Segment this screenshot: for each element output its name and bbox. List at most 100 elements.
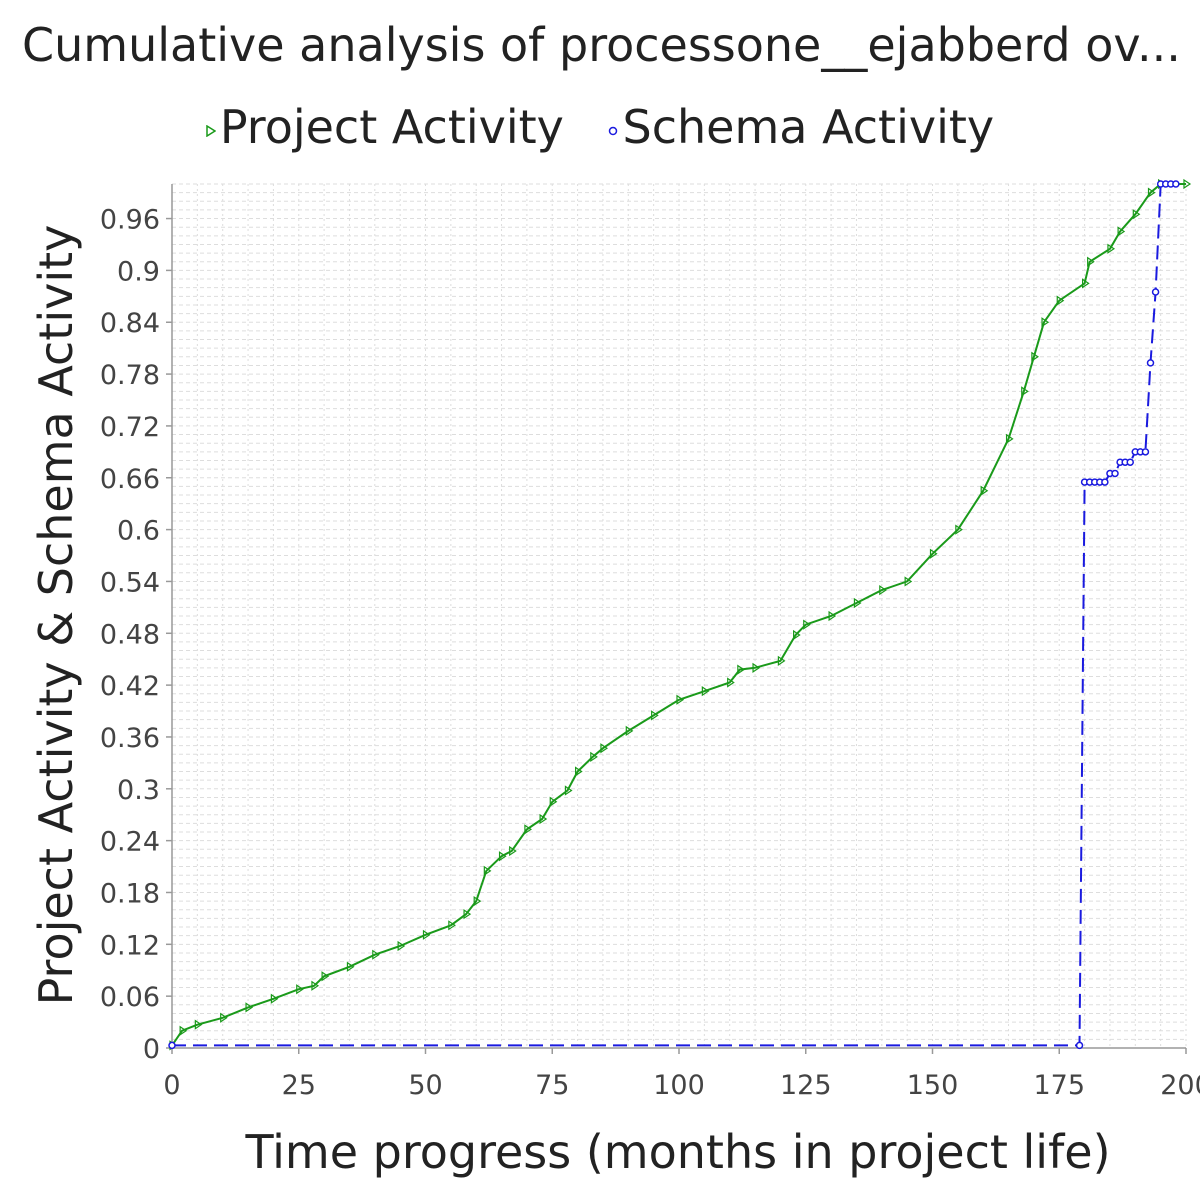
data-point-project-activity bbox=[879, 584, 887, 596]
y-tick-label: 0.6 bbox=[117, 516, 160, 547]
data-point-project-activity bbox=[372, 949, 380, 960]
y-tick-label: 0.48 bbox=[100, 619, 160, 650]
data-point-project-activity bbox=[600, 743, 609, 754]
data-point-project-activity bbox=[904, 576, 913, 587]
data-point-project-activity bbox=[498, 851, 507, 862]
x-tick-label: 50 bbox=[408, 1070, 442, 1101]
data-point-project-activity bbox=[1107, 243, 1116, 254]
x-axis-label: Time progress (months in project life) bbox=[244, 1125, 1110, 1179]
data-point-project-activity bbox=[1005, 433, 1014, 445]
x-tick-label: 25 bbox=[282, 1070, 316, 1101]
legend: Project Activity Schema Activity bbox=[0, 100, 1200, 154]
y-tick-label: 0.06 bbox=[100, 982, 160, 1013]
series-line-project-activity bbox=[171, 183, 1186, 1046]
legend-label-project-activity: Project Activity bbox=[219, 100, 564, 154]
y-tick-label: 0.42 bbox=[100, 671, 160, 702]
data-point-project-activity bbox=[1056, 295, 1065, 306]
data-point-project-activity bbox=[1132, 209, 1141, 220]
data-point-project-activity bbox=[463, 908, 472, 920]
data-point-project-activity bbox=[980, 485, 989, 496]
x-tick-label: 100 bbox=[653, 1070, 705, 1101]
data-point-project-activity bbox=[270, 993, 279, 1004]
y-tick-label: 0.3 bbox=[117, 775, 160, 806]
y-tick-label: 0.18 bbox=[100, 878, 160, 909]
circle-marker-icon bbox=[608, 126, 617, 135]
data-point-schema-activity bbox=[1141, 448, 1150, 456]
y-tick-label: 0.66 bbox=[100, 464, 160, 495]
legend-item-project-activity: Project Activity bbox=[206, 100, 564, 154]
y-tick-label: 0.84 bbox=[100, 308, 160, 339]
data-point-schema-activity bbox=[1101, 478, 1109, 486]
data-point-project-activity bbox=[1041, 317, 1050, 328]
data-point-project-activity bbox=[549, 796, 558, 807]
data-point-project-activity bbox=[311, 980, 320, 991]
data-point-schema-activity bbox=[1146, 359, 1155, 367]
data-point-project-activity bbox=[524, 824, 532, 835]
data-point-project-activity bbox=[296, 984, 304, 995]
x-tick-label: 200 bbox=[1160, 1070, 1200, 1101]
x-tick-label: 125 bbox=[780, 1070, 832, 1101]
data-point-project-activity bbox=[1031, 351, 1039, 362]
data-point-project-activity bbox=[220, 1012, 228, 1023]
data-point-schema-activity bbox=[1172, 180, 1180, 188]
data-point-project-activity bbox=[1183, 178, 1192, 190]
y-tick-label: 0 bbox=[143, 1034, 160, 1065]
data-point-project-activity bbox=[245, 1002, 254, 1013]
data-point-project-activity bbox=[483, 865, 492, 877]
y-tick-label: 0.54 bbox=[100, 567, 160, 598]
data-point-project-activity bbox=[1087, 256, 1095, 267]
x-tick-label: 175 bbox=[1033, 1070, 1085, 1101]
x-tick-label: 0 bbox=[163, 1070, 180, 1101]
y-tick-label: 0.78 bbox=[100, 360, 160, 391]
chart-title: Cumulative analysis of processone__ejabb… bbox=[22, 18, 1181, 72]
data-point-project-activity bbox=[828, 610, 837, 622]
data-point-project-activity bbox=[590, 751, 598, 762]
y-tick-label: 0.72 bbox=[100, 412, 160, 443]
data-point-project-activity bbox=[509, 845, 517, 857]
data-point-project-activity bbox=[179, 1025, 188, 1036]
data-point-project-activity bbox=[853, 597, 862, 609]
triangle-marker-icon bbox=[206, 124, 216, 137]
data-point-project-activity bbox=[346, 961, 355, 972]
data-point-project-activity bbox=[1081, 278, 1090, 289]
y-tick-label: 0.9 bbox=[117, 256, 160, 287]
grid-layer bbox=[171, 183, 1187, 1049]
data-point-project-activity bbox=[574, 766, 583, 777]
data-point-project-activity bbox=[473, 895, 482, 907]
legend-item-schema-activity: Schema Activity bbox=[607, 100, 995, 154]
data-point-project-activity bbox=[1117, 226, 1126, 237]
y-axis-label: Project Activity & Schema Activity bbox=[29, 225, 83, 1006]
x-tick-label: 150 bbox=[907, 1070, 959, 1101]
data-point-schema-activity bbox=[1111, 469, 1119, 478]
y-tick-label: 0.96 bbox=[100, 205, 160, 236]
data-point-project-activity bbox=[752, 662, 761, 673]
y-tick-label: 0.36 bbox=[100, 723, 160, 754]
y-tick-label: 0.24 bbox=[100, 827, 160, 858]
data-point-schema-activity bbox=[1126, 458, 1134, 466]
data-point-project-activity bbox=[448, 920, 456, 931]
data-point-project-activity bbox=[194, 1019, 203, 1030]
data-point-project-activity bbox=[1147, 187, 1156, 198]
data-point-project-activity bbox=[1021, 386, 1029, 397]
legend-label-schema-activity: Schema Activity bbox=[622, 100, 995, 154]
data-point-project-activity bbox=[793, 629, 801, 641]
data-point-project-activity bbox=[701, 686, 710, 697]
data-point-project-activity bbox=[625, 725, 634, 737]
data-point-project-activity bbox=[777, 655, 786, 667]
data-point-project-activity bbox=[929, 548, 938, 559]
data-point-project-activity bbox=[955, 524, 963, 535]
data-point-project-activity bbox=[727, 677, 735, 688]
data-point-schema-activity bbox=[1151, 288, 1160, 296]
data-point-project-activity bbox=[422, 929, 431, 940]
data-point-project-activity bbox=[564, 785, 573, 796]
series-layer bbox=[168, 178, 1192, 1051]
data-point-project-activity bbox=[676, 694, 685, 705]
data-point-project-activity bbox=[737, 664, 745, 675]
axes-layer: 0 0.06 0.12 0.18 0.24 0.3 0.36 0.42 0.48 0.54 0.6 0… bbox=[100, 184, 1200, 1101]
data-point-project-activity bbox=[397, 940, 406, 952]
data-point-schema-activity bbox=[168, 1041, 176, 1050]
data-point-project-activity bbox=[539, 813, 548, 825]
data-point-project-activity bbox=[321, 971, 330, 982]
x-tick-label: 75 bbox=[535, 1070, 569, 1101]
